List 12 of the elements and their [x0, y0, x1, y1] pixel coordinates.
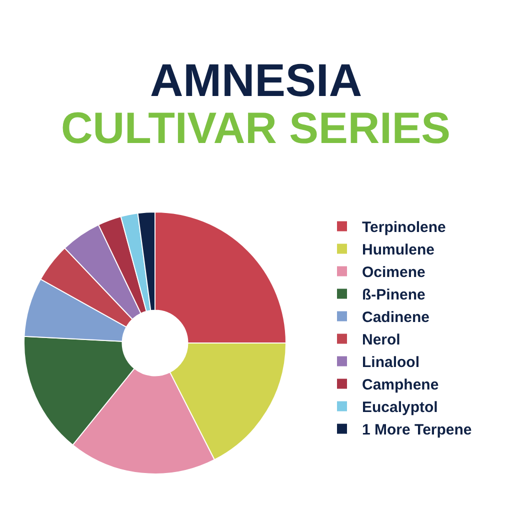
legend-label: Nerol	[362, 332, 400, 349]
legend-label: Eucalyptol	[362, 399, 438, 416]
legend-label: 1 More Terpene	[362, 422, 472, 439]
legend-label: Linalool	[362, 354, 420, 372]
legend-label: Humulene	[362, 242, 435, 259]
chart-title: AMNESIA	[150, 54, 362, 106]
legend-label: Cadinene	[362, 309, 430, 326]
legend-label: Camphene	[362, 376, 439, 394]
chart-subtitle: CULTIVAR SERIES	[61, 104, 451, 153]
legend-label: ß-Pinene	[362, 286, 426, 304]
legend-label: Ocimene	[362, 264, 426, 282]
legend-label: Terpinolene	[362, 219, 446, 236]
